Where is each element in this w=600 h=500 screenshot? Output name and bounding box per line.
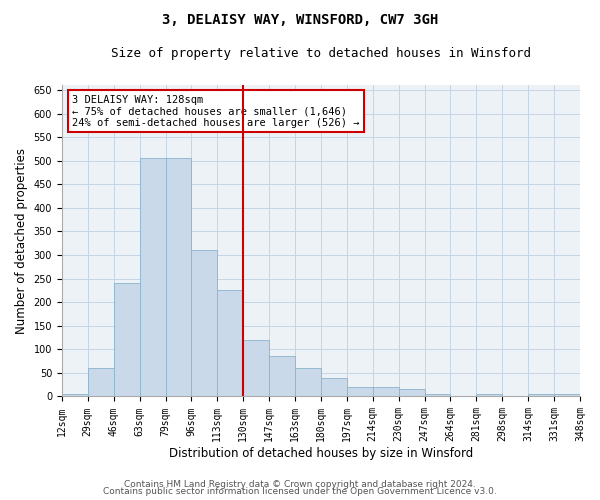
Bar — [554, 394, 580, 396]
Bar — [243, 340, 269, 396]
Y-axis label: Number of detached properties: Number of detached properties — [15, 148, 28, 334]
X-axis label: Distribution of detached houses by size in Winsford: Distribution of detached houses by size … — [169, 447, 473, 460]
Text: 3 DELAISY WAY: 128sqm
← 75% of detached houses are smaller (1,646)
24% of semi-d: 3 DELAISY WAY: 128sqm ← 75% of detached … — [72, 94, 360, 128]
Text: Contains HM Land Registry data © Crown copyright and database right 2024.: Contains HM Land Registry data © Crown c… — [124, 480, 476, 489]
Bar — [269, 356, 295, 397]
Bar — [114, 284, 140, 397]
Bar — [347, 387, 373, 396]
Bar — [373, 387, 398, 396]
Text: Contains public sector information licensed under the Open Government Licence v3: Contains public sector information licen… — [103, 487, 497, 496]
Bar — [398, 390, 425, 396]
Bar — [321, 378, 347, 396]
Bar — [217, 290, 243, 397]
Bar — [62, 394, 88, 396]
Bar — [166, 158, 191, 396]
Text: 3, DELAISY WAY, WINSFORD, CW7 3GH: 3, DELAISY WAY, WINSFORD, CW7 3GH — [162, 12, 438, 26]
Bar — [88, 368, 114, 396]
Bar — [476, 394, 502, 396]
Bar — [140, 158, 166, 396]
Bar — [295, 368, 321, 396]
Bar — [425, 394, 451, 396]
Title: Size of property relative to detached houses in Winsford: Size of property relative to detached ho… — [111, 48, 531, 60]
Bar — [191, 250, 217, 396]
Bar — [528, 394, 554, 396]
